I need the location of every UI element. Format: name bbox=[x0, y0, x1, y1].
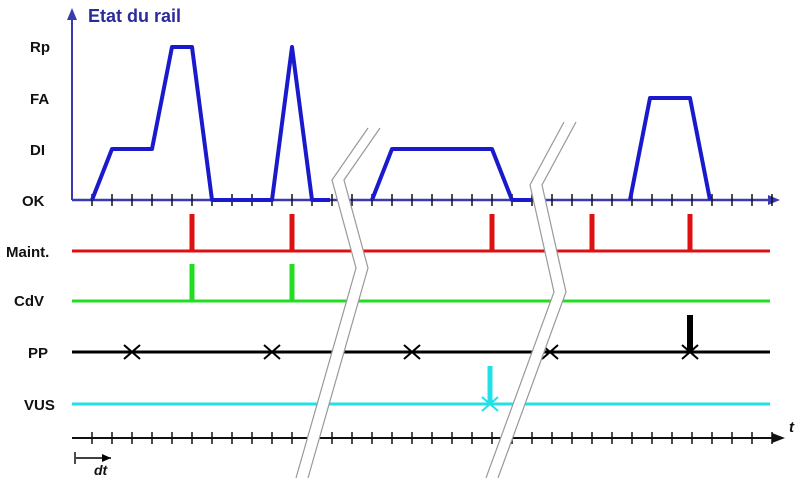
signal-label-pp: PP bbox=[28, 345, 48, 362]
level-label-di: DI bbox=[30, 142, 45, 159]
signal-label-vus: VUS bbox=[24, 397, 55, 414]
level-label-rp: Rp bbox=[30, 39, 50, 56]
time-break-icon bbox=[295, 127, 381, 478]
arrow-up-icon bbox=[67, 8, 77, 20]
rail-state-curve-segment-3 bbox=[628, 96, 712, 201]
maint-pulses bbox=[189, 214, 693, 251]
time-break-icon bbox=[485, 121, 577, 478]
time-axis-label: t bbox=[789, 419, 795, 436]
cross-mark-icon bbox=[403, 344, 421, 360]
arrow-right-icon bbox=[768, 195, 780, 205]
cross-mark-icon bbox=[123, 344, 141, 360]
level-label-ok: OK bbox=[22, 193, 45, 210]
signal-label-cdv: CdV bbox=[14, 293, 44, 310]
dt-label: dt bbox=[94, 462, 109, 478]
cdv-pulses bbox=[189, 264, 295, 301]
arrow-right-icon bbox=[772, 433, 785, 443]
level-label-fa: FA bbox=[30, 91, 49, 108]
cross-mark-icon bbox=[481, 396, 499, 412]
diagram-title: Etat du rail bbox=[88, 6, 181, 26]
signal-label-maint: Maint. bbox=[6, 244, 49, 261]
rail-state-curve bbox=[90, 45, 330, 202]
rail-state-curve-segment-2 bbox=[370, 147, 532, 202]
cross-mark-icon bbox=[263, 344, 281, 360]
